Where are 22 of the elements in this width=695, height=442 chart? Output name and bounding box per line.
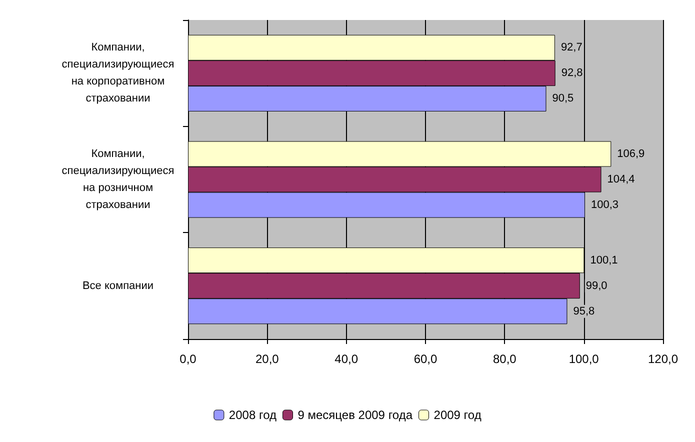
data-label: 95,8 [573,305,595,318]
data-label: 106,9 [617,148,645,160]
data-label: 90,5 [552,92,574,105]
x-tick-label: 40,0 [334,352,358,366]
x-tick-label: 20,0 [255,352,280,366]
x-tick-label: 0,0 [180,352,197,366]
x-tick-label: 60,0 [414,352,438,366]
data-label: 100,3 [591,199,619,212]
data-label: 100,1 [590,254,618,266]
legend-label: 9 месяцев 2009 года [298,408,413,422]
x-tick-label: 100,0 [568,352,600,366]
y-tick-label: Компании, специализирующиеся на розничном страховании [62,148,174,211]
data-label: 92,8 [561,67,583,80]
x-tick-label: 80,0 [492,352,517,366]
data-label: 92,7 [560,42,582,54]
data-label: 104,4 [607,174,635,186]
legend-label: 2008 год [228,408,276,422]
data-label: 99,0 [586,280,608,292]
x-tick-label: 120,0 [648,352,678,366]
y-tick-label: Все компании [82,280,154,292]
y-tick-label: Компании, специализирующиеся на корпоративном страховании [62,42,174,105]
legend-label: 2009 год [434,408,482,422]
